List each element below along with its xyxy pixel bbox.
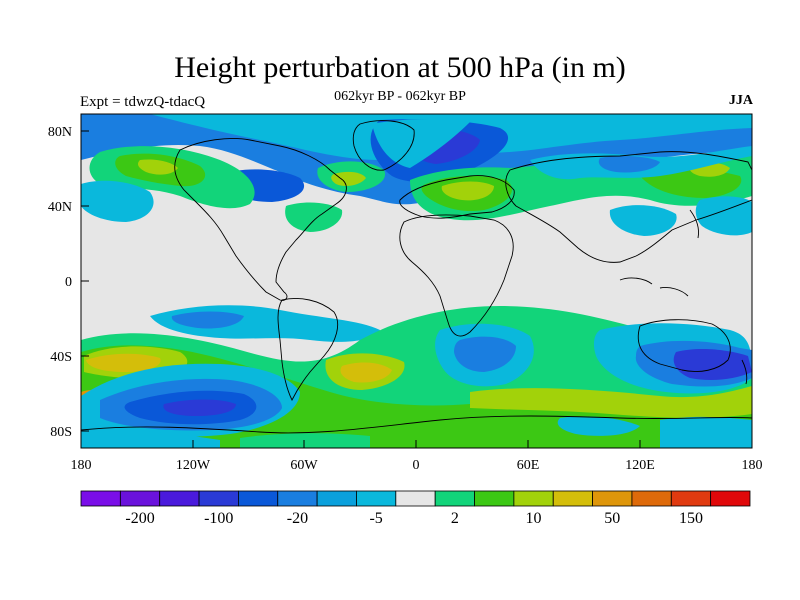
colorbar-box — [356, 490, 397, 507]
coastline-antarctica — [81, 415, 752, 434]
colorbar-box — [159, 490, 200, 507]
colorbar-box — [198, 490, 239, 507]
colorbar-box — [238, 490, 279, 507]
colorbar-box — [710, 490, 751, 507]
lon-tick-label: 180 — [71, 458, 92, 473]
coastline-new-zealand — [741, 359, 748, 385]
colorbar-box — [395, 490, 436, 507]
longitude-axis: 180 120W 60W 0 60E 120E 180 — [71, 440, 763, 473]
coastline-europe — [399, 175, 515, 219]
contour-sio-blue — [557, 416, 640, 436]
contour-satl-low-core — [454, 336, 516, 372]
colorbar-box — [80, 490, 121, 507]
colorbar-label: 2 — [451, 510, 459, 527]
contour-europe-yellow — [441, 181, 494, 201]
coastline-africa — [399, 214, 514, 337]
coastline-greenland — [352, 120, 415, 171]
lon-tick-label: 180 — [742, 458, 763, 473]
contour-npac-east-blue — [695, 196, 752, 236]
lon-tick-label: 60E — [517, 458, 540, 473]
colorbar-box — [474, 490, 515, 507]
contour-spac-mustard — [86, 353, 161, 372]
colorbar-label: 150 — [679, 510, 703, 527]
contour-australia-low-core — [673, 349, 752, 380]
lat-tick-label: 80N — [48, 125, 72, 140]
contour-asia-blue-core — [598, 155, 660, 173]
contour-sio-yellow — [470, 386, 752, 418]
contour-wpac-blue — [81, 180, 154, 222]
contour-natl-yellow — [331, 171, 366, 186]
contour-atlantic-blue — [372, 119, 470, 168]
colorbar-label: 50 — [604, 510, 620, 527]
contour-npac-yellow — [138, 159, 178, 175]
contour-satl-mustard — [340, 362, 392, 383]
colorbar-box — [631, 490, 672, 507]
lat-tick-label: 0 — [65, 275, 72, 290]
lat-tick-label: 80S — [50, 425, 72, 440]
lat-tick-label: 40N — [48, 200, 72, 215]
colorbar-label: -200 — [125, 510, 154, 527]
coastline-australia — [637, 319, 731, 372]
contour-field — [81, 114, 752, 448]
colorbar-box — [592, 490, 633, 507]
coastlines — [81, 120, 752, 434]
lon-tick-label: 60W — [290, 458, 318, 473]
lon-tick-label: 0 — [413, 458, 420, 473]
contour-antarctic-blue — [660, 416, 752, 448]
coastline-indonesia — [619, 277, 689, 297]
colorbar-label: -100 — [204, 510, 233, 527]
contour-tropical-spac-blue-core — [171, 311, 244, 329]
contour-ross-blue — [81, 429, 220, 448]
colorbar-label: -5 — [369, 510, 382, 527]
plot-subtitle: 062kyr BP - 062kyr BP — [334, 89, 466, 104]
colorbar-box — [670, 490, 712, 507]
latitude-axis: 80N 40N 0 40S 80S — [48, 125, 89, 440]
colorbar-box — [434, 490, 475, 507]
colorbar-label: 10 — [526, 510, 542, 527]
colorbar-box — [277, 490, 318, 507]
season-label: JJA — [728, 93, 753, 108]
contour-ross-green — [240, 433, 370, 448]
colorbar-box — [513, 490, 554, 507]
experiment-label: Expt = tdwzQ-tdacQ — [80, 94, 206, 110]
colorbar-box — [316, 490, 357, 507]
lon-tick-label: 120W — [176, 458, 211, 473]
lon-tick-label: 120E — [625, 458, 655, 473]
colorbar-box — [119, 490, 161, 507]
colorbar-box — [552, 490, 593, 507]
plot-title: Height perturbation at 500 hPa (in m) — [174, 51, 626, 84]
contour-japan-blue — [609, 205, 677, 236]
colorbar: -200 -100 -20 -5 2 10 50 150 — [80, 490, 751, 527]
contour-spac-deep-low-core — [163, 399, 236, 416]
coastline-asia — [505, 151, 752, 263]
contour-asia-lime — [640, 169, 742, 198]
coastline-north-america — [174, 138, 347, 301]
lat-tick-label: 40S — [50, 350, 72, 365]
coastline-south-america — [277, 298, 338, 402]
colorbar-label: -20 — [287, 510, 308, 527]
coastline-japan — [689, 209, 699, 239]
